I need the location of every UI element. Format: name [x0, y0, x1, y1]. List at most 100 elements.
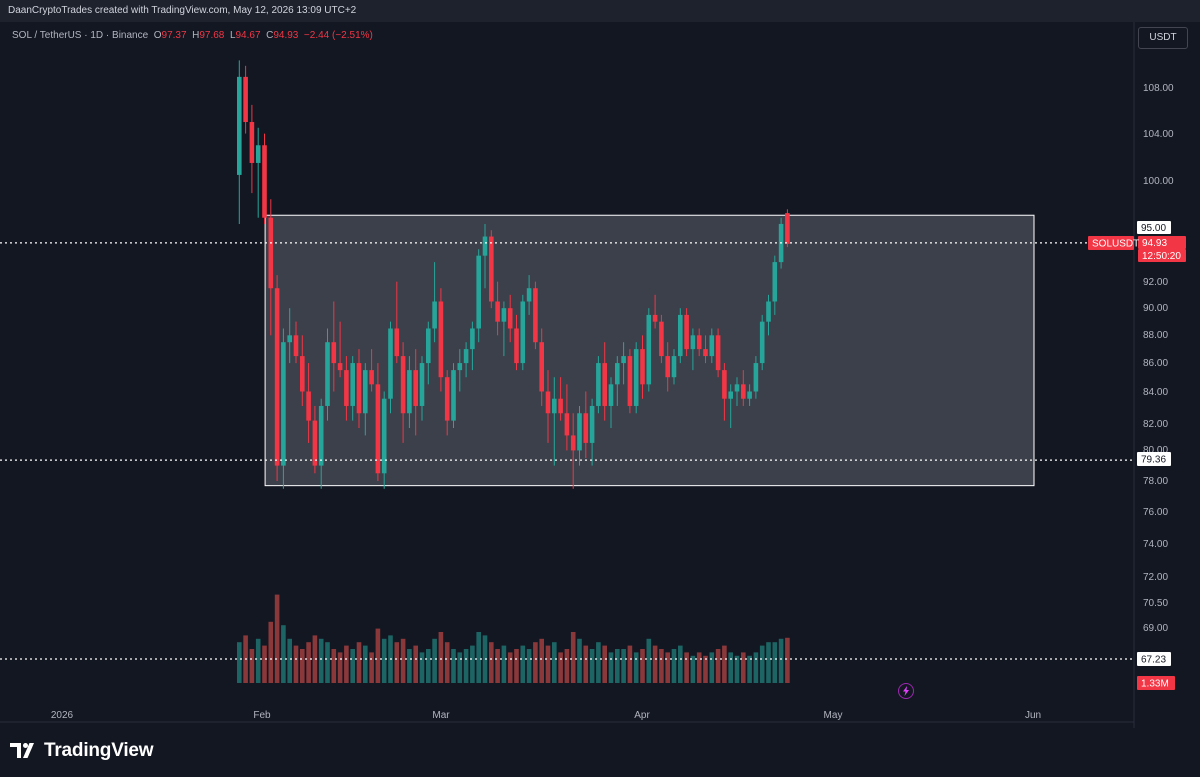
candle-body[interactable]	[570, 435, 576, 451]
candle-body[interactable]	[633, 349, 639, 406]
candle-body[interactable]	[507, 308, 513, 329]
candle-body[interactable]	[577, 413, 582, 451]
price-tag-resistance-bg[interactable]	[1137, 221, 1171, 234]
candle-body[interactable]	[759, 321, 765, 364]
legend-symbol[interactable]: SOL / TetherUS · 1D · Binance	[12, 30, 149, 41]
candle-body[interactable]	[312, 420, 318, 466]
candle-body[interactable]	[388, 328, 393, 399]
candle-body[interactable]	[621, 356, 626, 364]
price-tag-support-bg[interactable]	[1137, 452, 1171, 466]
candle-body[interactable]	[337, 363, 343, 371]
candle-body[interactable]	[274, 288, 280, 466]
candle-body[interactable]	[482, 236, 488, 256]
candle-body[interactable]	[665, 356, 670, 378]
candle-body[interactable]	[381, 398, 387, 474]
candle-body[interactable]	[375, 384, 381, 474]
candle-body[interactable]	[444, 377, 450, 421]
candle-body[interactable]	[734, 384, 740, 392]
candle-body[interactable]	[646, 314, 652, 385]
candle-body[interactable]	[564, 413, 570, 436]
price-tag-countdown-bg[interactable]	[1138, 249, 1186, 262]
candle-body[interactable]	[400, 356, 406, 414]
candle-body[interactable]	[237, 76, 242, 175]
candle-body[interactable]	[520, 301, 526, 364]
candle-body[interactable]	[615, 363, 620, 385]
candle-body[interactable]	[476, 255, 481, 329]
candle-body[interactable]	[589, 405, 595, 443]
candle-body[interactable]	[489, 236, 494, 302]
candle-body[interactable]	[526, 288, 532, 302]
candle-body[interactable]	[369, 370, 374, 385]
candle-body[interactable]	[583, 413, 589, 443]
candle-body[interactable]	[558, 398, 563, 414]
candle-body[interactable]	[331, 342, 337, 364]
candle-body[interactable]	[413, 370, 418, 406]
candle-body[interactable]	[545, 391, 551, 414]
candle-body[interactable]	[344, 370, 349, 406]
price-chart[interactable]: 108.00 104.00 100.00 92.00 90.00 88.00 86.00 84…	[0, 22, 1200, 728]
candle-body[interactable]	[627, 356, 633, 406]
candle-body[interactable]	[747, 391, 752, 399]
candle-body[interactable]	[255, 145, 261, 163]
candle-body[interactable]	[753, 363, 759, 392]
candle-body[interactable]	[671, 356, 677, 378]
candle-body[interactable]	[363, 370, 368, 414]
candle-body[interactable]	[306, 391, 311, 421]
candle-body[interactable]	[652, 314, 658, 322]
candle-body[interactable]	[325, 342, 330, 406]
price-tag-lower-bg[interactable]	[1137, 652, 1171, 666]
candle-body[interactable]	[287, 335, 292, 343]
candle-body[interactable]	[262, 145, 267, 218]
candle-body[interactable]	[300, 356, 305, 392]
candle-body[interactable]	[703, 349, 708, 357]
candle-body[interactable]	[426, 328, 431, 364]
candle-body[interactable]	[463, 349, 469, 364]
candle-body[interactable]	[690, 335, 696, 350]
volume-bar	[570, 632, 576, 683]
candle-body[interactable]	[608, 384, 614, 406]
tradingview-brand[interactable]: TradingView	[10, 740, 154, 762]
candle-body[interactable]	[268, 217, 274, 289]
candle-body[interactable]	[596, 363, 601, 406]
volume-tag-bg[interactable]	[1137, 676, 1175, 690]
candle-body[interactable]	[539, 342, 544, 392]
candle-body[interactable]	[766, 301, 771, 322]
candle-body[interactable]	[470, 328, 475, 350]
candle-body[interactable]	[407, 370, 412, 414]
candle-body[interactable]	[741, 384, 746, 399]
candle-body[interactable]	[350, 363, 355, 406]
candle-body[interactable]	[709, 335, 715, 357]
candle-body[interactable]	[715, 335, 721, 371]
candle-body[interactable]	[457, 363, 463, 371]
candle-body[interactable]	[728, 391, 733, 399]
candle-body[interactable]	[432, 301, 437, 329]
candle-body[interactable]	[785, 213, 790, 244]
candle-body[interactable]	[318, 405, 324, 466]
candle-body[interactable]	[281, 342, 286, 466]
candle-body[interactable]	[659, 321, 664, 357]
candle-body[interactable]	[696, 335, 702, 350]
candle-body[interactable]	[451, 370, 456, 421]
candle-body[interactable]	[293, 335, 299, 357]
candle-body[interactable]	[243, 76, 248, 123]
candle-body[interactable]	[602, 363, 607, 406]
candle-body[interactable]	[640, 349, 645, 385]
candle-body[interactable]	[356, 363, 362, 414]
candle-body[interactable]	[533, 288, 538, 343]
candle-body[interactable]	[684, 314, 689, 350]
currency-selector[interactable]: USDT	[1138, 27, 1188, 49]
price-tag-last-bg[interactable]	[1138, 236, 1186, 249]
candle-body[interactable]	[394, 328, 400, 357]
candle-body[interactable]	[249, 122, 255, 163]
candle-body[interactable]	[678, 314, 683, 357]
candle-body[interactable]	[438, 301, 444, 378]
candle-body[interactable]	[501, 308, 507, 322]
candle-body[interactable]	[722, 370, 727, 399]
alert-icon[interactable]	[898, 683, 914, 699]
candle-body[interactable]	[772, 262, 778, 302]
candle-body[interactable]	[552, 398, 557, 414]
candle-body[interactable]	[514, 328, 519, 364]
candle-body[interactable]	[419, 363, 425, 406]
candle-body[interactable]	[495, 301, 500, 322]
symbol-tag-bg[interactable]	[1088, 236, 1134, 250]
